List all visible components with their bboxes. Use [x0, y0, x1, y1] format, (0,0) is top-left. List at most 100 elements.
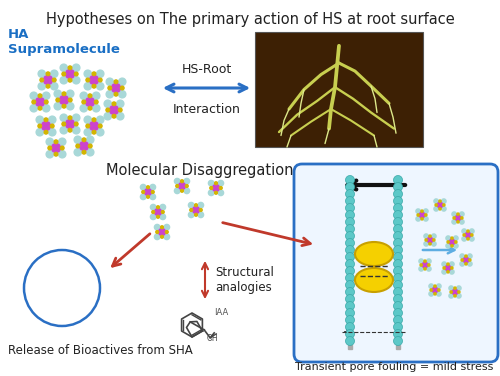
Circle shape	[427, 237, 433, 243]
Circle shape	[72, 64, 80, 71]
Circle shape	[212, 185, 220, 191]
Circle shape	[82, 150, 86, 154]
Circle shape	[463, 257, 469, 263]
Circle shape	[438, 289, 440, 291]
Circle shape	[465, 255, 467, 257]
Circle shape	[118, 78, 126, 85]
Circle shape	[176, 185, 178, 187]
Circle shape	[429, 235, 431, 237]
Circle shape	[449, 239, 455, 245]
Circle shape	[54, 140, 58, 144]
Circle shape	[417, 214, 420, 216]
Circle shape	[60, 114, 68, 121]
Text: Molecular Disaggregation: Molecular Disaggregation	[106, 163, 294, 178]
Bar	[396, 296, 400, 300]
Circle shape	[214, 182, 218, 185]
Circle shape	[454, 236, 458, 240]
Bar	[396, 267, 400, 271]
Circle shape	[164, 234, 170, 240]
Circle shape	[92, 92, 100, 99]
Text: Interaction: Interaction	[173, 103, 241, 116]
Circle shape	[422, 262, 428, 268]
Circle shape	[50, 70, 58, 77]
Circle shape	[82, 138, 86, 142]
Circle shape	[80, 141, 88, 150]
Circle shape	[394, 267, 402, 276]
Circle shape	[436, 292, 441, 296]
Circle shape	[94, 100, 98, 104]
Circle shape	[394, 246, 402, 255]
Bar	[396, 323, 400, 327]
Circle shape	[454, 295, 456, 297]
Circle shape	[44, 100, 48, 104]
Circle shape	[60, 96, 68, 105]
Bar	[348, 267, 352, 271]
Circle shape	[442, 262, 446, 267]
Circle shape	[437, 202, 443, 208]
Circle shape	[54, 152, 58, 156]
Circle shape	[432, 239, 435, 241]
Circle shape	[140, 184, 146, 190]
Bar	[348, 296, 352, 300]
Circle shape	[454, 244, 458, 248]
Circle shape	[86, 97, 94, 106]
Circle shape	[146, 196, 150, 198]
Circle shape	[416, 209, 420, 214]
Circle shape	[38, 70, 46, 77]
Circle shape	[429, 284, 434, 288]
Circle shape	[445, 265, 451, 271]
Circle shape	[112, 83, 120, 92]
Circle shape	[118, 108, 122, 112]
FancyBboxPatch shape	[294, 164, 498, 362]
Circle shape	[425, 239, 428, 241]
Circle shape	[198, 212, 203, 218]
Circle shape	[114, 80, 118, 83]
Text: CKs: CKs	[51, 296, 73, 308]
Circle shape	[446, 236, 450, 240]
Circle shape	[419, 212, 425, 218]
Circle shape	[66, 103, 74, 110]
Bar	[396, 317, 400, 320]
Bar	[396, 226, 400, 229]
Circle shape	[166, 230, 168, 233]
Circle shape	[50, 124, 54, 128]
Circle shape	[68, 66, 72, 70]
Circle shape	[424, 260, 426, 262]
Circle shape	[449, 286, 454, 290]
Circle shape	[346, 315, 354, 324]
Circle shape	[114, 92, 118, 96]
Circle shape	[424, 214, 427, 216]
Circle shape	[394, 217, 402, 226]
Circle shape	[180, 190, 184, 192]
Circle shape	[96, 116, 104, 123]
Circle shape	[447, 241, 450, 243]
Bar	[348, 331, 352, 335]
Circle shape	[454, 241, 457, 243]
Circle shape	[200, 209, 202, 211]
Bar	[396, 183, 400, 188]
Circle shape	[46, 151, 54, 158]
Circle shape	[394, 190, 402, 199]
Circle shape	[62, 92, 66, 96]
Circle shape	[54, 90, 62, 97]
Circle shape	[452, 212, 456, 217]
Text: IAA: IAA	[52, 267, 72, 280]
Bar	[348, 303, 352, 306]
Text: GAs: GAs	[66, 284, 87, 294]
Circle shape	[156, 206, 160, 209]
Circle shape	[214, 191, 218, 194]
Circle shape	[44, 130, 48, 134]
Circle shape	[346, 224, 354, 233]
Circle shape	[467, 238, 469, 240]
Circle shape	[432, 234, 436, 238]
Text: HA
Supramolecule: HA Supramolecule	[8, 28, 120, 56]
Circle shape	[36, 116, 44, 123]
Circle shape	[32, 100, 35, 104]
Circle shape	[470, 237, 474, 241]
Ellipse shape	[355, 242, 393, 266]
Bar	[348, 309, 352, 314]
Circle shape	[86, 149, 94, 156]
Circle shape	[442, 206, 446, 211]
Circle shape	[112, 114, 116, 118]
Circle shape	[46, 85, 50, 88]
